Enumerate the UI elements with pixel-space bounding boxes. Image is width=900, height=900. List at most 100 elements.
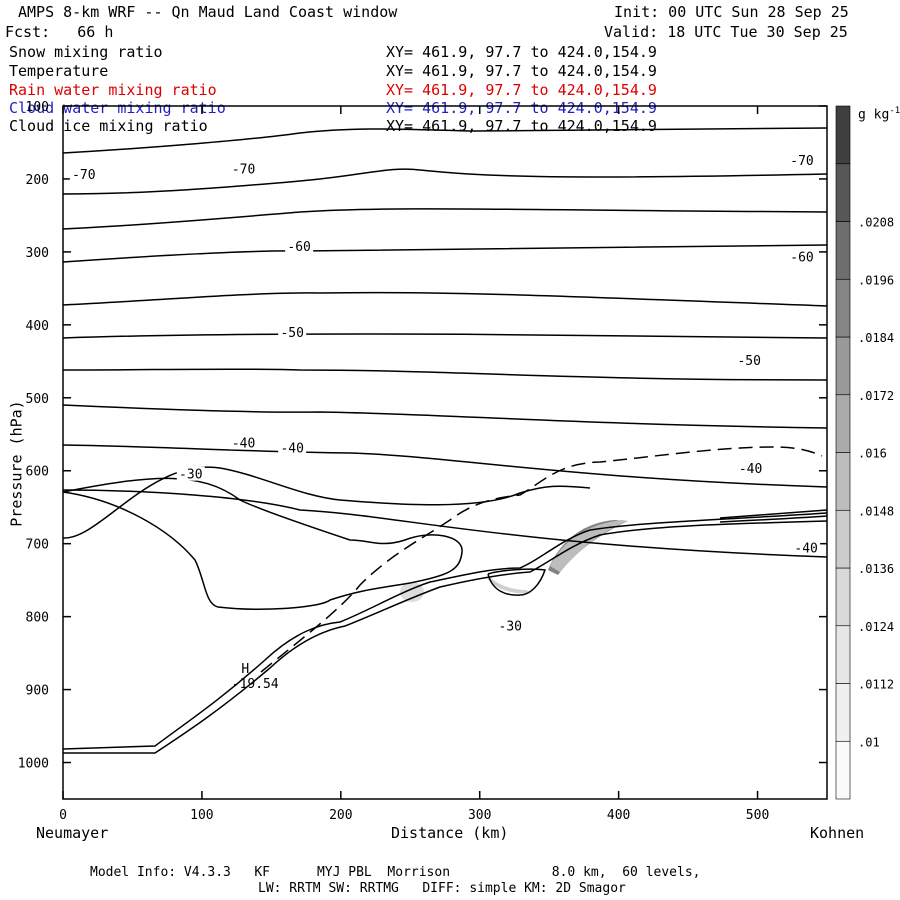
contour-label-bg [736,460,765,475]
colorbar-swatch [835,567,851,627]
x-tick-label: 200 [329,808,352,823]
legend-name-temperature: Temperature [9,62,109,80]
isotherm-line [487,568,546,596]
colorbar-level-label: .0148 [858,504,894,518]
contour-label-bg [229,161,258,176]
colorbar-swatch [835,221,851,280]
contour-label: -40 [794,541,817,556]
contour-label: -50 [737,354,760,369]
isotherm-line [62,168,828,195]
isotherm-line [62,208,828,230]
isotherm-line [62,404,828,429]
colorbar-level-label: .0208 [858,216,894,230]
x-tick-label: 500 [746,808,769,823]
colorbar-swatch [835,278,851,338]
colorbar-swatch [835,683,851,742]
colorbar-level-label: .0196 [858,273,894,287]
y-tick-label: 1000 [18,757,49,772]
terrain [62,512,828,754]
x-right-label: Kohnen [810,824,865,842]
colorbar-level-label: .0184 [858,331,894,345]
legend-name-rain: Rain water mixing ratio [9,81,217,99]
terrain-surface-lower [63,520,828,754]
legend-name-cloud-ice: Cloud ice mixing ratio [9,117,208,135]
high-value: -19.54 [232,677,279,692]
colorbar-unit-exp: -1 [889,106,900,116]
terrain-surface [62,512,828,750]
colorbar-level-label: .0124 [858,620,894,634]
y-tick-label: 500 [26,392,49,407]
isotherm-line [62,444,828,488]
colorbar-level-label: .0172 [858,389,894,403]
y-tick-label: 600 [26,465,49,480]
contour-labels: -70 -70 -70 -60 -60 -50 -50 -40 -40 -40 -40 -30 -30 H… [69,152,821,692]
colorbar-unit: g kg-1 [858,104,900,122]
model-info: Model Info: V4.3.3 KF MYJ PBL Morrison 8… [90,865,701,880]
contour-label: -60 [287,240,310,255]
contour-label: -60 [790,250,813,265]
y-tick-label: 200 [26,173,49,188]
colorbar: .01 .0112 .0124 .0136 .0148 .016 .0172 .0184 .01… [835,105,894,800]
colorbar-swatch [835,394,851,453]
colorbar-swatch [835,740,851,800]
y-axis-label: Pressure (hPa) [7,400,26,527]
colorbar-level-label: .0112 [858,678,894,692]
chart-title: AMPS 8-km WRF -- Qn Maud Land Coast wind… [18,3,398,21]
legend-xy-snow: XY= 461.9, 97.7 to 424.0,154.9 [386,43,657,61]
contour-label-bg [69,166,98,181]
isotherm-line [62,477,463,610]
colorbar-level-label: .016 [858,447,887,461]
contour-label: -30 [179,468,202,483]
colorbar-level-label: .0136 [858,562,894,576]
y-tick-label: 100 [26,100,49,115]
contour-label: -30 [499,619,522,634]
model-physics: LW: RRTM SW: RRTMG DIFF: simple KM: 2D S… [258,881,626,896]
axis-ticks: 0 100 200 300 400 500 100 200 300 400 500 600 700 800… [18,100,827,823]
isotherm-line [719,515,828,523]
colorbar-swatch [835,336,851,396]
isotherm-line [62,291,828,307]
contour-label-bg [278,440,307,455]
temperature-contours [62,127,828,610]
x-left-label: Neumayer [36,824,109,842]
isotherm-line [62,489,828,558]
legend-xy-rain: XY= 461.9, 97.7 to 424.0,154.9 [386,81,657,99]
high-marker: H [241,662,249,677]
snow-shading-inner [550,520,628,572]
contour-label-bg [496,618,525,633]
cloud-water-dashed [260,446,823,673]
colorbar-swatch [835,625,851,684]
contour-label-bg [278,325,307,340]
isotherm-line [62,466,591,539]
contour-label-bg [285,239,314,254]
contour-label: -50 [280,326,303,341]
init-time: Init: 00 UTC Sun 28 Sep 25 [614,3,849,21]
y-tick-label: 700 [26,538,49,553]
contour-label: -40 [739,462,762,477]
contour-label-bg [792,540,821,555]
contour-label: -40 [280,441,303,456]
legend-name-snow: Snow mixing ratio [9,43,163,61]
colorbar-swatch [835,452,851,511]
isotherm-line [62,127,828,154]
legend-xy-temperature: XY= 461.9, 97.7 to 424.0,154.9 [386,62,657,80]
y-tick-label: 300 [26,246,49,261]
colorbar-swatch [835,105,851,165]
contour-label-bg [787,249,816,264]
contour-label: -70 [72,168,95,183]
contour-label-bg [735,352,764,367]
isotherm-line [62,244,828,263]
x-tick-label: 100 [190,808,213,823]
y-tick-label: 400 [26,319,49,334]
x-tick-label: 300 [468,808,491,823]
isotherm-line [719,509,828,519]
contour-label-bg [787,152,816,167]
colorbar-level-label: .01 [858,735,880,749]
snow-shading-small [486,577,532,594]
plot-frame [62,105,828,800]
legend-xy-cloud-water: XY= 461.9, 97.7 to 424.0,154.9 [386,99,657,117]
valid-time: Valid: 18 UTC Tue 30 Sep 25 [604,23,848,41]
x-axis-label: Distance (km) [391,824,509,842]
isotherm-line [62,333,828,339]
